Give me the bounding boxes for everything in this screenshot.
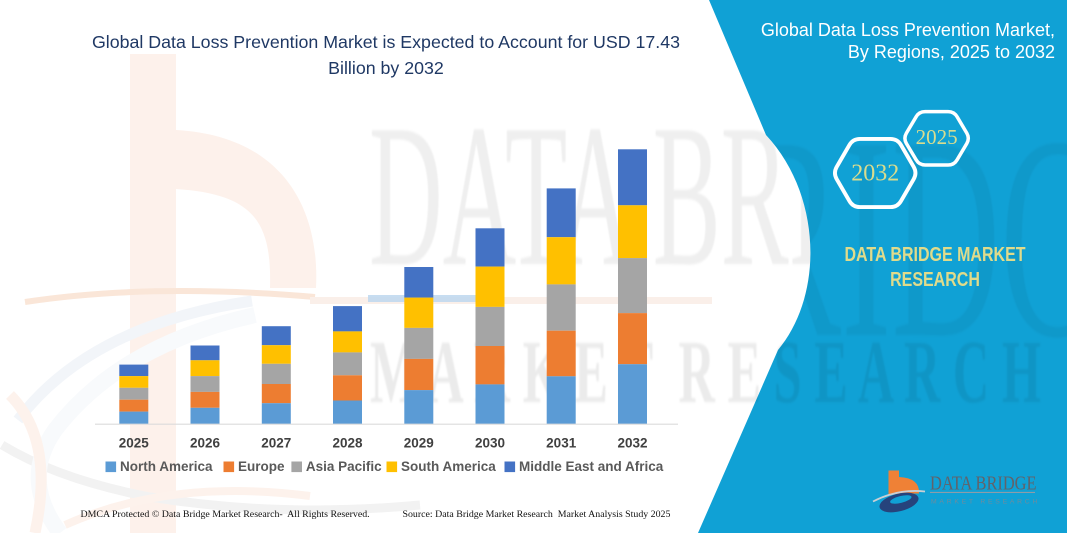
svg-text:DMCA Protected © Data Bridge M: DMCA Protected © Data Bridge Market Rese… bbox=[81, 509, 370, 520]
svg-text:Billion by 2032: Billion by 2032 bbox=[328, 58, 444, 78]
svg-text:2025: 2025 bbox=[916, 125, 958, 149]
svg-text:2027: 2027 bbox=[261, 436, 291, 451]
svg-text:Europe: Europe bbox=[238, 459, 285, 474]
svg-text:2028: 2028 bbox=[332, 436, 363, 451]
svg-text:2032: 2032 bbox=[617, 436, 647, 451]
svg-text:Source: Data Bridge Market Res: Source: Data Bridge Market Research Mark… bbox=[403, 509, 671, 520]
svg-text:South America: South America bbox=[401, 459, 496, 474]
svg-text:2030: 2030 bbox=[475, 436, 505, 451]
svg-text:2032: 2032 bbox=[851, 161, 899, 187]
svg-text:2025: 2025 bbox=[119, 436, 150, 451]
svg-text:Asia Pacific: Asia Pacific bbox=[306, 459, 382, 474]
svg-text:Global Data Loss Prevention Ma: Global Data Loss Prevention Market, bbox=[761, 20, 1055, 40]
svg-text:DATA BRIDGE MARKET: DATA BRIDGE MARKET bbox=[844, 243, 1025, 265]
svg-text:Global Data Loss Prevention Ma: Global Data Loss Prevention Market is Ex… bbox=[92, 32, 680, 52]
svg-text:North America: North America bbox=[120, 459, 213, 474]
svg-text:2029: 2029 bbox=[404, 436, 434, 451]
svg-text:Middle East and Africa: Middle East and Africa bbox=[519, 459, 664, 474]
svg-text:RESEARCH: RESEARCH bbox=[890, 268, 980, 290]
svg-text:2031: 2031 bbox=[546, 436, 577, 451]
svg-text:MARKET RESEARCH: MARKET RESEARCH bbox=[931, 498, 1040, 505]
svg-text:By Regions, 2025 to 2032: By Regions, 2025 to 2032 bbox=[848, 42, 1055, 62]
svg-text:DATA BRIDGE: DATA BRIDGE bbox=[930, 472, 1036, 494]
svg-text:2026: 2026 bbox=[190, 436, 221, 451]
